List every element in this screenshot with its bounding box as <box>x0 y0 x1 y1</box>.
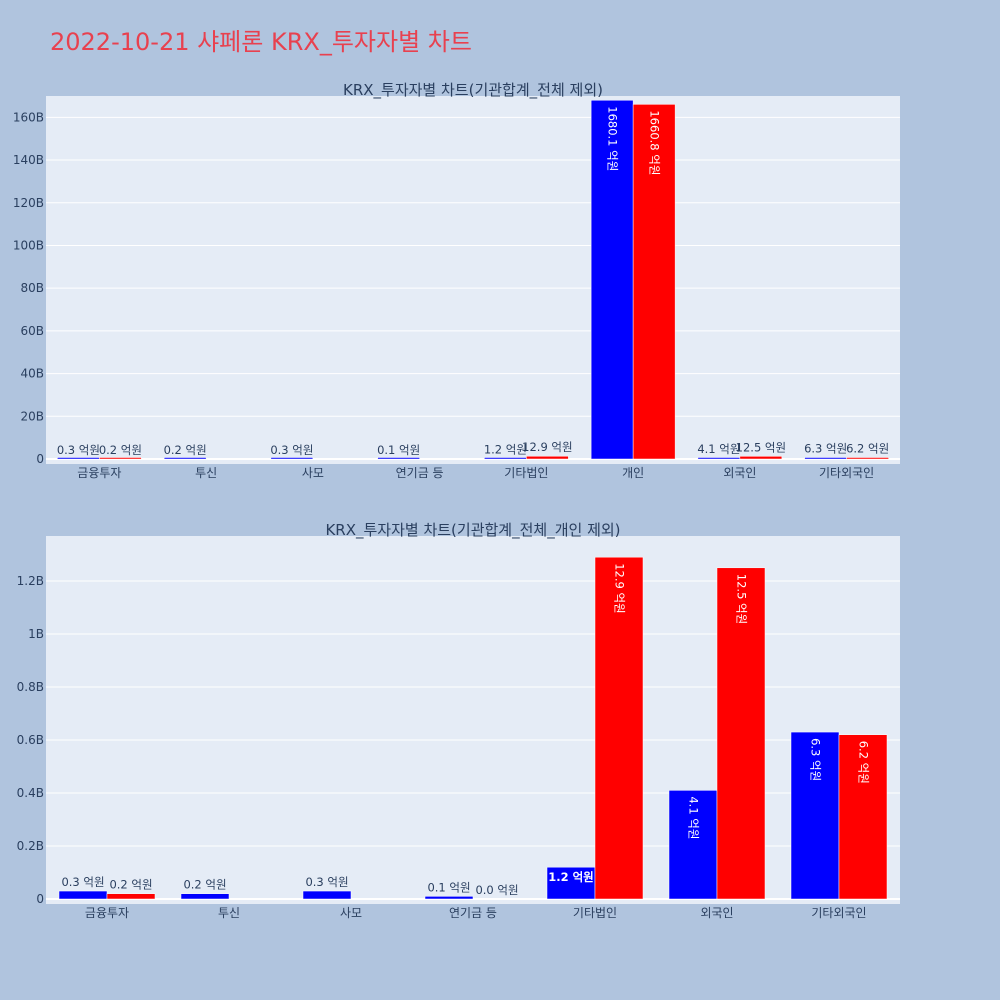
data-label: 12.5 억원 <box>735 574 749 624</box>
chart-2: 0 0.2B 0.4B 0.6B 0.8B 1B 1.2B KRX_투자자별 차트(기관합계_… <box>17 521 900 920</box>
x-tick-label: 기타법인 <box>573 906 617 920</box>
y-tick-label: 60B <box>20 324 44 338</box>
data-label: 6.3 억원 <box>804 442 847 456</box>
x-tick-label: 기타외국인 <box>819 466 874 480</box>
data-label: 1680.1 억원 <box>606 106 620 171</box>
y-tick-label: 0.4B <box>17 786 44 800</box>
bar-buy <box>697 457 741 460</box>
y-tick-label: 0 <box>36 892 44 906</box>
data-label: 0.2 억원 <box>183 878 226 892</box>
y-tick-label: 0 <box>36 452 44 466</box>
bar-buy <box>668 790 718 900</box>
y-tick-label: 140B <box>13 153 44 167</box>
bar-buy <box>302 890 352 900</box>
data-label: 0.2 억원 <box>99 443 142 457</box>
bar-buy <box>590 99 634 460</box>
bar-buy <box>180 893 230 900</box>
data-label: 6.2 억원 <box>857 741 871 784</box>
x-tick-label: 투신 <box>195 466 217 480</box>
bar-buy <box>546 866 596 900</box>
bar-buy <box>270 457 314 460</box>
y-tick-label: 0.8B <box>17 680 44 694</box>
bar-buy <box>163 457 207 460</box>
y-tick-label: 40B <box>20 367 44 381</box>
data-label: 0.0 억원 <box>475 883 518 897</box>
chart-1: 0 20B 40B 60B 80B 100B 120B 140B 160B KRX_투자자별 차트… <box>13 81 900 480</box>
bar-sell <box>106 893 156 900</box>
bar-sell <box>739 456 783 460</box>
y-tick-label: 20B <box>20 409 44 423</box>
y-tick-label: 1B <box>28 627 44 641</box>
data-label: 0.2 억원 <box>164 443 207 457</box>
data-label: 1660.8 억원 <box>648 110 662 175</box>
bar-buy <box>804 457 847 460</box>
data-label: 1.2 억원 <box>484 443 527 457</box>
data-label: 4.1 억원 <box>687 796 701 839</box>
y-tick-label: 80B <box>20 281 44 295</box>
bar-sell <box>99 457 142 460</box>
data-label: 12.5 억원 <box>736 440 786 454</box>
x-tick-label: 연기금 등 <box>449 906 497 920</box>
chart-title: KRX_투자자별 차트(기관합계_전체_개인 제외) <box>325 521 620 540</box>
y-tick-label: 160B <box>13 110 44 124</box>
y-tick-label: 1.2B <box>17 574 44 588</box>
x-tick-label: 사모 <box>302 466 324 480</box>
data-label: 0.3 억원 <box>61 875 104 889</box>
y-tick-label: 120B <box>13 196 44 210</box>
data-label: 0.2 억원 <box>109 878 152 892</box>
bar-sell <box>716 567 766 900</box>
data-label: 4.1 억원 <box>697 442 740 456</box>
page-title: 2022-10-21 샤페론 KRX_투자자별 차트 <box>50 28 472 56</box>
bar-buy <box>484 457 527 460</box>
data-label: 6.3 억원 <box>809 738 823 781</box>
data-label: 0.3 억원 <box>270 443 313 457</box>
data-label: 1.2 억원 <box>548 870 594 884</box>
bar-sell <box>632 104 676 460</box>
y-tick-label: 0.6B <box>17 733 44 747</box>
bar-sell <box>594 556 644 900</box>
data-label: 0.1 억원 <box>427 880 470 894</box>
x-tick-label: 금융투자 <box>85 906 129 920</box>
x-tick-label: 사모 <box>340 906 362 920</box>
data-label: 0.1 억원 <box>377 443 420 457</box>
data-label: 12.9 억원 <box>522 440 572 454</box>
bar-buy <box>58 890 108 900</box>
x-tick-label: 연기금 등 <box>396 466 444 480</box>
x-tick-label: 금융투자 <box>77 466 121 480</box>
plot-area <box>46 536 900 904</box>
data-label: 0.3 억원 <box>305 875 348 889</box>
y-tick-label: 100B <box>13 238 44 252</box>
data-label: 12.9 억원 <box>613 563 627 613</box>
bar-sell <box>846 457 889 460</box>
x-tick-label: 개인 <box>622 466 644 480</box>
x-tick-label: 외국인 <box>700 906 733 920</box>
bar-buy <box>57 457 100 460</box>
data-label: 6.2 억원 <box>846 442 889 456</box>
x-tick-label: 외국인 <box>723 466 756 480</box>
bar-sell <box>838 734 888 900</box>
x-tick-label: 기타외국인 <box>811 906 866 920</box>
y-tick-label: 0.2B <box>17 839 44 853</box>
bar-sell <box>526 455 569 460</box>
x-tick-label: 기타법인 <box>504 466 548 480</box>
chart-title: KRX_투자자별 차트(기관합계_전체 제외) <box>343 81 603 100</box>
bar-buy <box>377 457 420 460</box>
x-tick-label: 투신 <box>218 906 240 920</box>
bar-buy <box>424 896 474 900</box>
plot-area <box>46 96 900 464</box>
bar-buy <box>790 731 840 900</box>
data-label: 0.3 억원 <box>57 443 100 457</box>
